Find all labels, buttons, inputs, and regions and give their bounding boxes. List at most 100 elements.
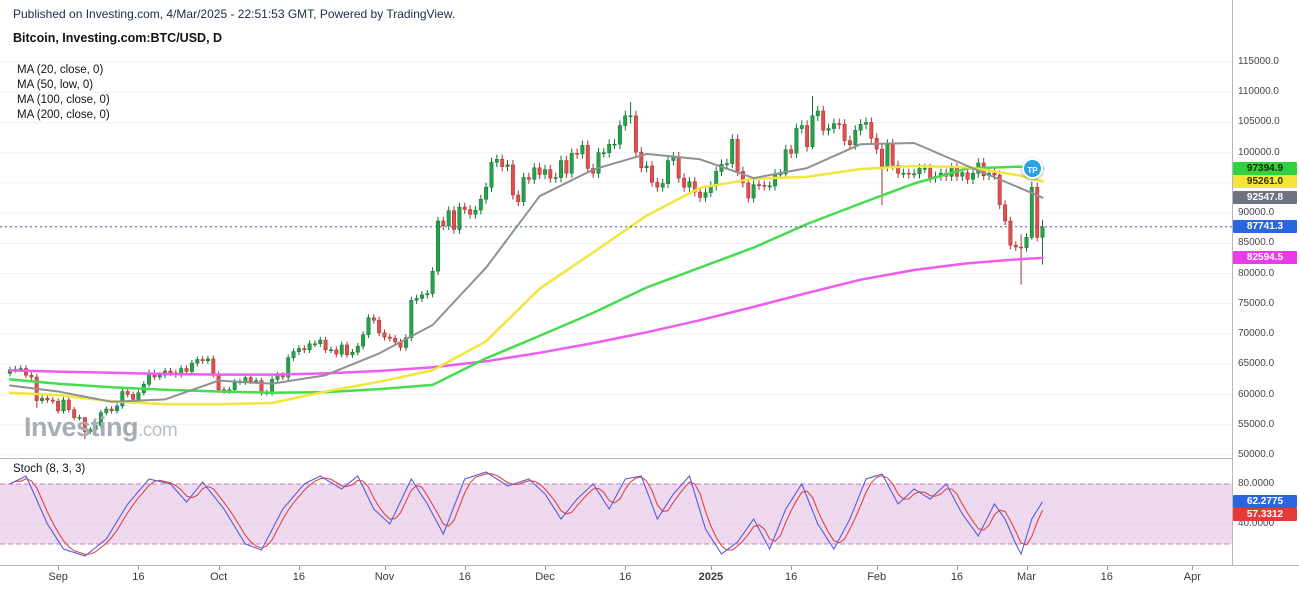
candle-body [1013,244,1018,248]
candle-body [1003,204,1008,222]
legend-ma20: MA (20, close, 0) [17,64,104,76]
candle-body [211,358,216,375]
candle-body [623,115,628,126]
candle-body [580,145,585,155]
candle-body [847,140,852,146]
candle-body [537,167,542,175]
price-tick-label: 60000.0 [1238,388,1275,400]
publisher-badge-icon[interactable]: TP [1022,158,1043,179]
candle-body [901,172,906,175]
candle-body [928,168,933,179]
candle-body [869,122,874,139]
candle-body [366,317,371,335]
candle-body [286,357,291,378]
candle-body [125,391,130,395]
candle-body [478,198,483,211]
date-label[interactable]: Dec [535,571,555,583]
candle-body [109,408,114,412]
candle-body [837,123,842,125]
candle-body [446,210,451,227]
ma-line [9,142,1044,403]
date-label[interactable]: 16 [458,571,471,583]
candle-body [789,149,794,154]
axis-tickmark [298,566,300,570]
date-label[interactable]: 2025 [698,571,724,583]
candle-body [409,299,414,338]
candle-body [783,149,788,175]
candle-body [564,160,569,174]
date-label[interactable]: 16 [784,571,798,583]
candle-body [329,349,333,352]
ma-line [8,256,1044,376]
date-label[interactable]: 16 [1100,571,1113,583]
candle-body [864,122,868,125]
date-label[interactable]: Sep [48,571,68,583]
candle-body [831,123,836,129]
ma-line [8,165,1044,394]
candle-body [890,143,895,166]
candle-body [666,160,670,184]
candle-body [184,368,189,372]
investing-watermark: Investing.com [24,412,178,443]
axis-tickmark [138,566,140,570]
candle-body [703,192,708,198]
candle-body [516,194,521,202]
price-flag: 82594.5 [1233,251,1297,265]
legend-ma50: MA (50, low, 0) [17,79,94,91]
candle-body [345,344,349,355]
candle-body [323,339,328,351]
candle-body [206,358,210,361]
watermark-suffix: .com [138,420,178,441]
candle-body [633,115,638,153]
date-label[interactable]: Oct [210,571,228,583]
price-tick-label: 50000.0 [1238,449,1275,460]
candle-body [494,159,499,163]
date-label[interactable]: 16 [950,571,964,583]
axis-tickmark [1192,566,1194,570]
candle-body [1040,226,1045,238]
candle-body [371,317,376,321]
candle-body [18,368,23,370]
candle-body [302,348,307,351]
chart-title: Bitcoin, Investing.com:BTC/USD, D [13,31,223,45]
candle-body [93,425,98,430]
candle-body [382,332,387,338]
date-label[interactable]: Mar [1017,571,1036,583]
candle-body [1019,246,1024,249]
date-label[interactable]: 16 [619,571,632,583]
ma-line [8,164,1044,406]
candle-body [393,338,398,343]
yaxis-divider[interactable] [1232,0,1233,565]
candle-body [473,209,478,215]
candle-body [313,343,317,346]
candle-body [56,400,61,412]
date-label[interactable]: 16 [132,571,145,583]
candle-body [168,370,173,374]
date-label[interactable]: Apr [1183,571,1201,583]
candle-body [655,182,660,188]
candle-body [387,336,392,339]
candle-body [815,110,820,117]
xaxis-divider [0,565,1299,566]
candle-body [505,164,510,167]
candle-body [735,139,740,172]
candle-body [355,345,360,353]
date-label[interactable]: Nov [374,571,395,583]
candle-body [29,374,34,378]
candle-body [559,160,563,178]
candle-body [61,399,66,412]
price-tick-label: 85000.0 [1238,237,1275,249]
candle-body [724,163,729,165]
stoch-tick-label: 40.0000 [1238,518,1275,529]
candle-body [195,359,200,364]
candle-body [532,167,537,180]
price-tick-label: 65000.0 [1238,358,1275,370]
date-label[interactable]: Feb [867,571,887,583]
date-label[interactable]: 16 [292,571,306,583]
candle-body [746,182,751,199]
price-flag: 87741.3 [1233,220,1297,234]
candle-body [232,381,237,390]
candle-body [270,379,275,393]
candle-body [88,429,93,432]
